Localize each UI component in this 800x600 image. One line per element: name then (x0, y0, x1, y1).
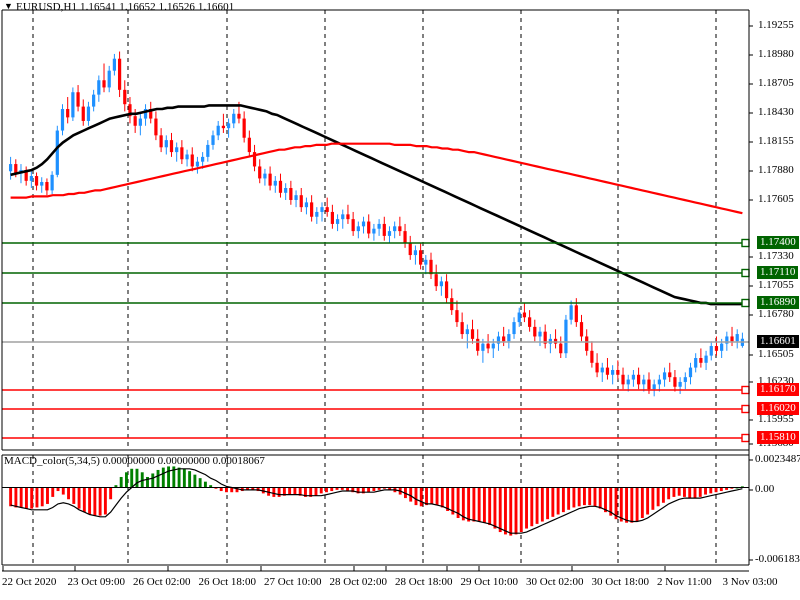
price-axis-label: 1.17330 (758, 250, 794, 262)
time-axis-label: 26 Oct 18:00 (198, 576, 256, 588)
time-axis-label: 30 Oct 18:00 (591, 576, 649, 588)
macd-axis-label: 0.0023487 (755, 453, 800, 465)
price-level-lines (2, 238, 750, 443)
chart-header-text: EURUSD,H1 1.16541 1.16652 1.16526 1.1660… (16, 1, 235, 13)
price-axis-label: 1.17880 (758, 164, 794, 176)
price-level-tag-support-3[interactable]: 1.15810 (757, 431, 799, 444)
price-level-tag-support-2[interactable]: 1.16020 (757, 402, 799, 415)
triangle-down-icon[interactable]: ▼ (4, 1, 14, 11)
time-axis-label: 2 Nov 11:00 (657, 576, 712, 588)
price-axis-label: 1.17605 (758, 193, 794, 205)
time-axis-label: 3 Nov 03:00 (722, 576, 778, 588)
price-axis-label: 1.18155 (758, 135, 794, 147)
time-axis-label: 30 Oct 02:00 (526, 576, 584, 588)
candlestick-series (8, 51, 745, 397)
time-axis-label: 23 Oct 09:00 (67, 576, 125, 588)
price-axis-label: 1.15955 (758, 413, 794, 425)
price-axis-label: 1.17055 (758, 279, 794, 291)
chart-frame (1, 9, 753, 572)
time-axis-label: 29 Oct 10:00 (460, 576, 518, 588)
price-level-tag-resistance-3[interactable]: 1.16890 (757, 296, 799, 309)
price-level-tag-resistance-1[interactable]: 1.17400 (757, 236, 799, 249)
macd-indicator-label: MACD_color(5,34,5) 0.00000000 0.00000000… (4, 455, 265, 467)
macd-histogram (2, 466, 749, 536)
macd-signal-line (10, 468, 743, 534)
price-axis-label: 1.19255 (758, 19, 794, 31)
time-axis-label: 27 Oct 10:00 (264, 576, 322, 588)
price-axis-label: 1.18705 (758, 77, 794, 89)
time-axis-label: 26 Oct 02:00 (133, 576, 191, 588)
macd-axis-label: 0.00 (755, 483, 775, 495)
price-axis-label: 1.16780 (758, 308, 794, 320)
moving-average-lines (10, 104, 743, 306)
gridlines (32, 10, 717, 565)
time-axis-label: 28 Oct 18:00 (395, 576, 453, 588)
macd-axis-label: -0.006183 (755, 553, 800, 565)
chart-header: ▼ EURUSD,H1 1.16541 1.16652 1.16526 1.166… (4, 1, 234, 13)
price-axis-label: 1.16505 (758, 348, 794, 360)
time-axis-label: 28 Oct 02:00 (329, 576, 387, 588)
current-price-tag: 1.16601 (757, 335, 799, 348)
price-level-tag-support-1[interactable]: 1.16170 (757, 383, 799, 396)
price-axis-label: 1.18430 (758, 106, 794, 118)
price-axis-label: 1.18980 (758, 48, 794, 60)
time-axis-label: 22 Oct 2020 (2, 576, 57, 588)
price-level-tag-resistance-2[interactable]: 1.17110 (757, 266, 799, 279)
